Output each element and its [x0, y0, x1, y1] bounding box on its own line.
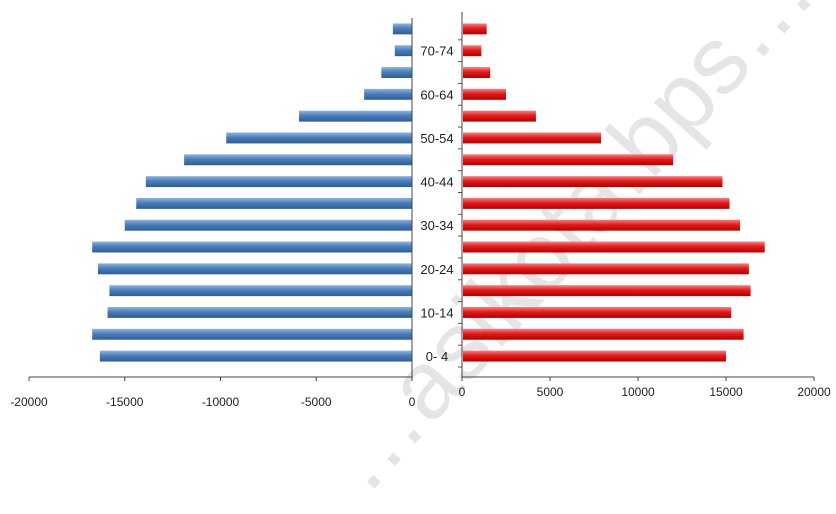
right-axis-tick-label: 10000: [621, 385, 655, 399]
bar-left-70-74: [394, 45, 412, 57]
category-label: 30-34: [420, 218, 453, 233]
category-label: 50-54: [420, 131, 453, 146]
bar-right-0-4: [463, 350, 726, 362]
right-axis-tick-label: 0: [459, 385, 466, 399]
right-axis-tick-label: 20000: [797, 385, 831, 399]
left-axis-tick-label: 0: [409, 395, 416, 409]
bar-right-10-14: [463, 307, 732, 318]
bar-left-35-39: [136, 197, 413, 209]
bar-left-15-19: [109, 285, 413, 297]
category-label: 60-64: [420, 87, 453, 102]
category-label: 0- 4: [426, 349, 448, 364]
bar-left-40-44: [145, 176, 412, 188]
bar-right-20-24: [463, 263, 749, 275]
bar-right-50-54: [463, 132, 602, 144]
bar-right-45-49: [463, 154, 674, 166]
bar-left-30-34: [124, 219, 412, 231]
bar-left-5-9: [92, 328, 412, 340]
bar-right-60-64: [463, 88, 506, 100]
bar-left-60-64: [364, 88, 412, 100]
bar-right-30-34: [463, 219, 741, 231]
right-axis-tick-label: 15000: [709, 385, 743, 399]
category-label: 10-14: [420, 305, 453, 320]
bar-left-75+: [392, 23, 412, 35]
bar-left-55-59: [299, 110, 412, 122]
left-axis-tick-label: -15000: [106, 395, 144, 409]
bar-right-55-59: [463, 110, 536, 122]
bar-left-25-29: [92, 241, 412, 253]
bar-right-75+: [463, 23, 487, 35]
bar-left-65-69: [381, 67, 412, 78]
bar-left-50-54: [226, 132, 412, 144]
left-axis-tick-label: -10000: [202, 395, 240, 409]
population-pyramid-chart: 0- 4 10-14 20-24 30-34 40-44 50-54 60-64 70-74 -…: [10, 12, 831, 409]
left-axis-tick-label: -5000: [301, 395, 332, 409]
bar-left-0-4: [99, 350, 412, 362]
bar-right-35-39: [463, 197, 730, 209]
bar-left-10-14: [107, 307, 412, 318]
bar-right-5-9: [463, 328, 744, 340]
category-label: 20-24: [420, 262, 453, 277]
category-label: 40-44: [420, 175, 453, 190]
bar-left-20-24: [97, 263, 412, 275]
bar-right-70-74: [463, 45, 482, 57]
category-label: 70-74: [420, 44, 453, 59]
bar-right-40-44: [463, 176, 723, 188]
right-axis-tick-label: 5000: [537, 385, 564, 399]
bar-right-25-29: [463, 241, 765, 253]
left-axis-tick-label: -20000: [10, 395, 48, 409]
bar-left-45-49: [184, 154, 412, 166]
bar-right-65-69: [463, 67, 491, 78]
bar-right-15-19: [463, 285, 751, 297]
